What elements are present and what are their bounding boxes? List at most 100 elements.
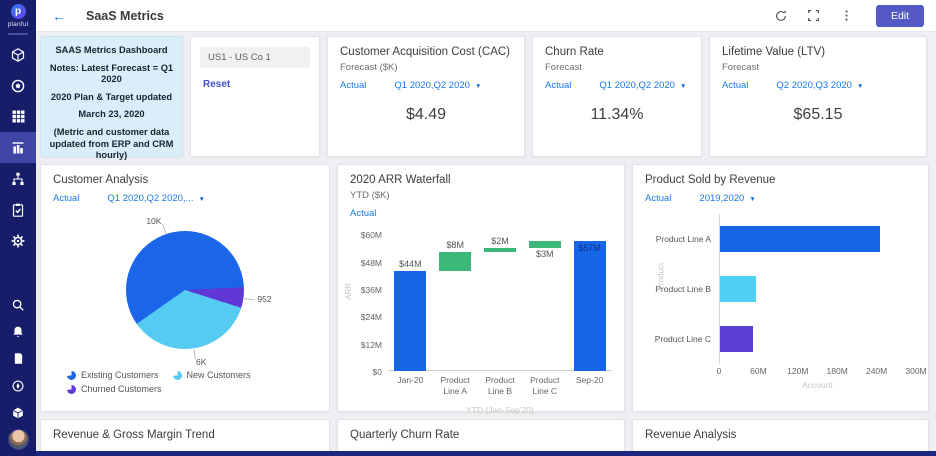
y-axis-title: Product — [656, 262, 666, 291]
dropdown-caret-icon: ▼ — [679, 83, 687, 90]
scenario-link[interactable]: Actual — [545, 80, 572, 91]
pie-legend: Existing Customers New Customers Churned C… — [67, 370, 303, 394]
waterfall-bar[interactable] — [484, 247, 516, 253]
brand-name: planful — [7, 21, 29, 28]
legend-item[interactable]: New Customers — [172, 370, 251, 380]
user-avatar[interactable] — [7, 429, 29, 450]
x-axis-ticks: 0 60M 120M 180M 240M 300M — [716, 364, 927, 377]
x-tick-label: 0 — [716, 366, 722, 376]
revenue-bar[interactable] — [720, 276, 756, 302]
notes-line: (Metric and customer data updated from E… — [49, 127, 174, 161]
period-dropdown[interactable]: Q2 2020,Q3 2020 ▼ — [776, 80, 864, 91]
scenario-link[interactable]: Actual — [350, 208, 377, 219]
arr-waterfall-card: 2020 ARR Waterfall YTD ($K) Actual ARR $… — [337, 164, 625, 415]
sidebar-item-modeling[interactable] — [0, 39, 36, 70]
sidebar-item-grid[interactable] — [0, 101, 36, 132]
panel-title: Revenue Analysis — [645, 429, 737, 441]
reset-link[interactable]: Reset — [203, 79, 231, 90]
company-filter-chip[interactable]: US1 - US Co 1 — [200, 47, 310, 68]
arr-waterfall-chart: ARR $44M $8M $2M $3M $57M Jan-20 Product Line… — [344, 225, 612, 421]
more-menu-icon[interactable] — [839, 8, 854, 23]
y-tick-label: $12M — [360, 339, 382, 350]
sidebar-item-dashboards[interactable] — [0, 132, 36, 163]
divider — [8, 33, 28, 35]
x-axis-title: Account — [802, 380, 833, 390]
dropdown-caret-icon: ▼ — [749, 196, 756, 203]
gear-icon — [10, 233, 26, 249]
revenue-analysis-card: Revenue Analysis Product Line A Pro▼ — [632, 419, 929, 456]
sidebar-compass[interactable] — [0, 372, 36, 399]
waterfall-bar[interactable] — [394, 270, 427, 371]
kpi-card-churn: Churn Rate Forecast Actual Q1 2020,Q2 20… — [532, 36, 702, 157]
sidebar-search[interactable] — [0, 291, 36, 318]
pie-slice-label: 6K — [196, 357, 207, 368]
sidebar-item-tasks[interactable] — [0, 194, 36, 225]
y-tick-label: $48M — [360, 257, 382, 268]
sidebar-notifications[interactable] — [0, 318, 36, 345]
waterfall-bar[interactable] — [573, 240, 606, 371]
bottom-scroll-strip[interactable] — [36, 451, 936, 456]
legend-item[interactable]: Churned Customers — [67, 384, 162, 394]
waterfall-bar[interactable] — [439, 252, 472, 271]
revenue-bar[interactable] — [720, 326, 753, 352]
x-tick-label: Product Line C — [530, 375, 560, 396]
waterfall-bar[interactable] — [528, 240, 561, 248]
dropdown-caret-icon: ▼ — [198, 196, 205, 203]
legend-item[interactable]: Existing Customers — [67, 370, 159, 380]
x-tick-label: Product Line B — [485, 375, 515, 396]
plot-area: $44M $8M $2M $3M $57M — [388, 225, 612, 371]
bar-row: Product Line B — [645, 264, 916, 314]
kpi-title: Lifetime Value (LTV) — [722, 46, 826, 58]
customer-pie-chart: 10K 6K 952 — [95, 212, 275, 368]
period-dropdown[interactable]: Q1 2020,Q2 2020 ▼ — [394, 80, 482, 91]
dashboard-content: SAAS Metrics Dashboard Notes: Latest For… — [36, 32, 936, 456]
legend-pie-icon — [172, 370, 182, 380]
product-revenue-card: Product Sold by Revenue Actual 2019,2020… — [632, 164, 929, 412]
y-tick-label: $36M — [360, 284, 382, 295]
period-dropdown[interactable]: Q1 2020,Q2 2020 ▼ — [599, 80, 687, 91]
scenario-link[interactable]: Actual — [53, 193, 80, 204]
kpi-subtitle: Forecast — [722, 62, 759, 73]
x-tick-label: Jan-20 — [397, 375, 424, 385]
sidebar-package[interactable] — [0, 399, 36, 426]
dropdown-caret-icon: ▼ — [856, 83, 864, 90]
package-icon — [11, 406, 25, 420]
kpi-title: Customer Acquisition Cost (CAC) — [340, 46, 510, 58]
period-dropdown[interactable]: 2019,2020 ▼ — [699, 193, 756, 204]
refresh-icon[interactable] — [773, 8, 788, 23]
y-tick-label: $24M — [360, 312, 382, 323]
sidebar-item-hierarchy[interactable] — [0, 163, 36, 194]
pie-leader-line — [161, 224, 167, 234]
legend-pie-icon — [67, 370, 76, 380]
legend-label: New Customers — [186, 370, 251, 380]
notes-line: SAAS Metrics Dashboard — [55, 45, 168, 55]
scenario-link[interactable]: Actual — [340, 80, 367, 91]
sidebar-notebook[interactable] — [0, 345, 36, 372]
notes-card: SAAS Metrics Dashboard Notes: Latest For… — [40, 36, 183, 160]
fullscreen-icon[interactable] — [806, 8, 821, 23]
planful-logo-icon: p — [10, 4, 26, 19]
hierarchy-icon — [10, 171, 26, 187]
scenario-link[interactable]: Actual — [722, 80, 749, 91]
bell-icon — [11, 325, 25, 339]
y-tick-label: $0 — [372, 367, 382, 377]
planful-logo[interactable]: p planful — [8, 4, 29, 28]
x-tick-label: 240M — [865, 366, 888, 376]
pie-slice-label: 952 — [257, 294, 272, 305]
bar-value-label: $8M — [446, 240, 464, 251]
revenue-bar[interactable] — [720, 226, 881, 252]
sidebar-item-goals[interactable] — [0, 70, 36, 101]
period-dropdown[interactable]: Q1 2020,Q2 2020,... ▼ — [107, 193, 205, 204]
kpi-title: Churn Rate — [545, 46, 604, 58]
edit-button[interactable]: Edit — [876, 4, 924, 27]
pie[interactable] — [126, 231, 244, 349]
kpi-value: $4.49 — [405, 106, 447, 123]
page-title: SaaS Metrics — [86, 8, 164, 23]
back-arrow-icon[interactable]: ← — [52, 7, 66, 24]
scenario-link[interactable]: Actual — [645, 193, 672, 204]
legend-label: Churned Customers — [81, 384, 162, 394]
bar-row: Product Line A — [645, 214, 916, 264]
kpi-value: 11.34% — [590, 106, 644, 123]
grid-icon — [11, 109, 26, 124]
sidebar-item-settings[interactable] — [0, 225, 36, 256]
